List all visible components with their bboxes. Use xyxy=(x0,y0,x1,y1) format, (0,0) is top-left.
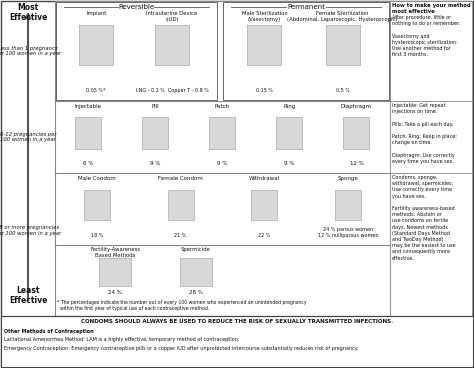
Text: Implant: Implant xyxy=(86,11,107,16)
Bar xyxy=(335,190,361,220)
Bar xyxy=(326,25,359,65)
Text: LNG - 0.2 %  Copper T - 0.8 %: LNG - 0.2 % Copper T - 0.8 % xyxy=(136,88,208,93)
Bar xyxy=(155,25,189,65)
Bar xyxy=(75,117,101,149)
Text: Male Condom: Male Condom xyxy=(78,176,116,181)
Text: Condoms, sponge,
withdrawal, spermicides:
Use correctly every time
you have sex.: Condoms, sponge, withdrawal, spermicides… xyxy=(392,175,456,261)
Text: Other Methods of Contraception: Other Methods of Contraception xyxy=(4,329,94,334)
Text: 18 or more pregnancies
per 100 women in a year: 18 or more pregnancies per 100 women in … xyxy=(0,225,61,236)
Bar xyxy=(210,117,236,149)
Text: * The percentages indicate the number out of every 100 women who experienced an : * The percentages indicate the number ou… xyxy=(57,300,307,311)
Bar xyxy=(143,117,168,149)
Text: How to make your method
most effective: How to make your method most effective xyxy=(392,3,471,14)
Text: Least
Effective: Least Effective xyxy=(9,286,47,305)
Text: Female Sterilization
(Abdominal, Laparoscopic, Hysteroscopic): Female Sterilization (Abdominal, Laparos… xyxy=(287,11,398,22)
Text: Patch: Patch xyxy=(215,104,230,109)
Text: Pill: Pill xyxy=(152,104,159,109)
Text: Fertility-Awareness
Based Methods: Fertility-Awareness Based Methods xyxy=(90,247,140,258)
Text: After procedure, little or
nothing to do or remember.

Vasectomy and
hysteroscop: After procedure, little or nothing to do… xyxy=(392,15,460,57)
Text: Ring: Ring xyxy=(283,104,296,109)
Bar xyxy=(276,117,302,149)
Bar xyxy=(168,190,193,220)
Text: Lactational Amenorrhea Method: LAM is a highly effective, temporary method of co: Lactational Amenorrhea Method: LAM is a … xyxy=(4,337,239,342)
Text: Less than 1 pregnancy
per 100 women in a year: Less than 1 pregnancy per 100 women in a… xyxy=(0,46,61,56)
Text: Withdrawal: Withdrawal xyxy=(249,176,280,181)
Text: 9 %: 9 % xyxy=(284,161,295,166)
Text: 9 %: 9 % xyxy=(217,161,228,166)
Bar xyxy=(223,2,389,100)
Text: 12 %: 12 % xyxy=(349,161,364,166)
Bar xyxy=(79,25,113,65)
Text: 0.5 %: 0.5 % xyxy=(336,88,349,93)
Bar xyxy=(1,316,473,367)
Text: Most
Effective: Most Effective xyxy=(9,3,47,22)
Text: Intrauterine Device
(IUD): Intrauterine Device (IUD) xyxy=(146,11,198,22)
Text: Diaphragm: Diaphragm xyxy=(341,104,372,109)
Bar xyxy=(247,25,282,65)
Text: Emergency Contraception: Emergency contraceptive pills or a copper IUD after unp: Emergency Contraception: Emergency contr… xyxy=(4,346,358,351)
Text: 24 % parous women
12 % nulliparous women: 24 % parous women 12 % nulliparous women xyxy=(318,227,378,238)
Text: 6 %: 6 % xyxy=(83,161,94,166)
Text: Spermicide: Spermicide xyxy=(181,247,210,252)
Text: 22 %: 22 % xyxy=(258,233,271,238)
Text: 0.05 %*: 0.05 %* xyxy=(86,88,106,93)
Text: Injectable: Get repeat
injections on time.

Pills: Take a pill each day.

Patch,: Injectable: Get repeat injections on tim… xyxy=(392,103,457,164)
Bar xyxy=(344,117,370,149)
Text: Permanent: Permanent xyxy=(287,4,325,10)
Text: 21 %: 21 % xyxy=(174,233,187,238)
Bar xyxy=(99,258,131,286)
Bar xyxy=(55,1,390,316)
Text: 0.15 %: 0.15 % xyxy=(256,88,273,93)
Bar xyxy=(390,1,472,316)
Text: Injectable: Injectable xyxy=(75,104,102,109)
Text: 9 %: 9 % xyxy=(150,161,161,166)
Text: 18 %: 18 % xyxy=(91,233,103,238)
Text: Reversible: Reversible xyxy=(118,4,155,10)
Text: Sponge: Sponge xyxy=(338,176,358,181)
Text: Male Sterilization
(Vasectomy): Male Sterilization (Vasectomy) xyxy=(242,11,287,22)
Bar xyxy=(251,190,277,220)
Text: 24 %: 24 % xyxy=(109,290,122,295)
Text: 6-12 pregnancies per
100 women in a year: 6-12 pregnancies per 100 women in a year xyxy=(0,132,56,142)
Text: Female Condom: Female Condom xyxy=(158,176,203,181)
Bar xyxy=(84,190,110,220)
Text: CONDOMS SHOULD ALWAYS BE USED TO REDUCE THE RISK OF SEXUALLY TRANSMITTED INFECTI: CONDOMS SHOULD ALWAYS BE USED TO REDUCE … xyxy=(81,319,393,324)
Bar xyxy=(180,258,212,286)
Bar xyxy=(56,2,217,100)
Text: 28 %: 28 % xyxy=(189,290,203,295)
